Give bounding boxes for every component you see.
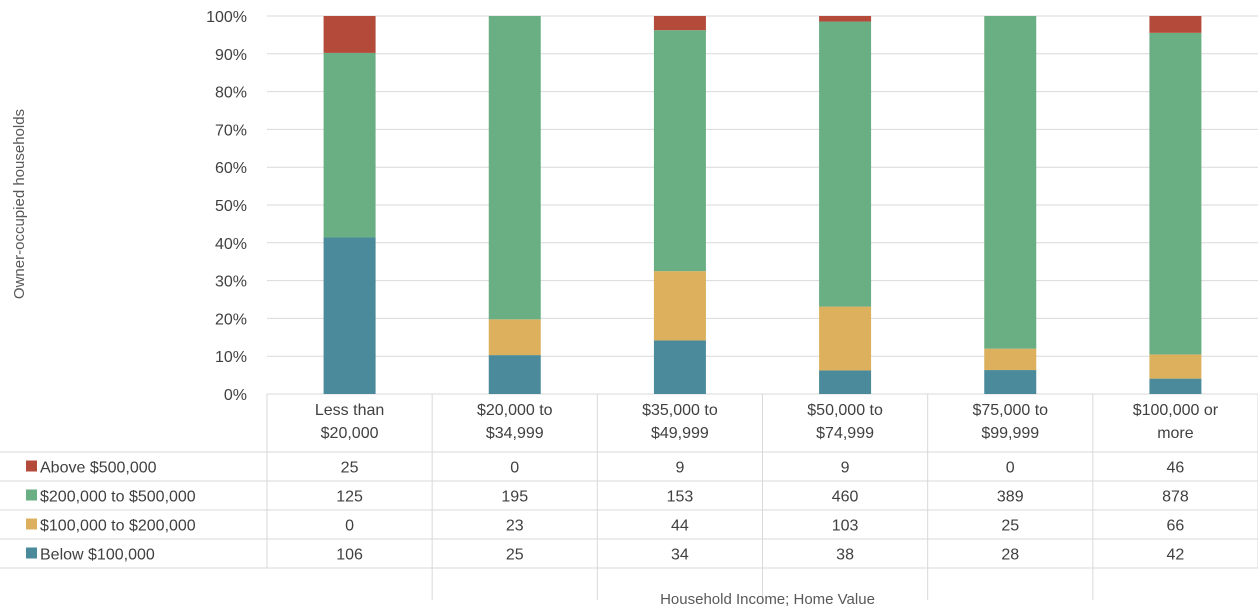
table-cell-value: 878 <box>1162 489 1189 506</box>
table-cell-value: 9 <box>675 460 684 477</box>
x-category-label: $74,999 <box>816 425 874 442</box>
bar-segment <box>1149 354 1202 379</box>
table-cell-value: 0 <box>510 460 519 477</box>
legend-label: Above $500,000 <box>40 460 157 477</box>
table-cell-value: 66 <box>1167 518 1185 535</box>
legend-swatch <box>26 460 37 472</box>
table-cell-value: 25 <box>506 547 524 564</box>
x-category-label: $49,999 <box>651 425 709 442</box>
y-tick-label: 70% <box>215 122 247 139</box>
bar-segment <box>819 16 872 22</box>
table-cell-value: 46 <box>1167 460 1185 477</box>
y-tick-label: 60% <box>215 160 247 177</box>
bar-segment <box>488 355 541 394</box>
bar-segment <box>984 370 1037 394</box>
x-category-label: $75,000 to <box>972 402 1048 419</box>
bar-segment <box>653 16 706 31</box>
bar-segment <box>984 348 1037 371</box>
table-cell-value: 42 <box>1167 547 1185 564</box>
legend-swatch <box>26 518 37 530</box>
x-category-label: $35,000 to <box>642 402 718 419</box>
x-category-label: Less than <box>315 402 384 419</box>
bar-segment <box>488 16 541 320</box>
table-cell-value: 25 <box>1001 518 1019 535</box>
table-cell-value: 106 <box>336 547 363 564</box>
table-cell-value: 103 <box>832 518 859 535</box>
bar-segment <box>1149 16 1202 33</box>
table-cell-value: 460 <box>832 489 859 506</box>
x-axis-title: Household Income; Home Value <box>660 591 875 608</box>
table-cell-value: 9 <box>841 460 850 477</box>
table-cell-value: 0 <box>345 518 354 535</box>
y-tick-label: 20% <box>215 311 247 328</box>
table-cell-value: 34 <box>671 547 689 564</box>
bar-segment <box>984 16 1037 349</box>
legend-swatch <box>26 489 37 501</box>
bar-segment <box>323 237 376 394</box>
x-category-label: $34,999 <box>486 425 544 442</box>
table-cell-value: 23 <box>506 518 524 535</box>
legend-label: $200,000 to $500,000 <box>40 489 196 506</box>
table-cell-value: 28 <box>1001 547 1019 564</box>
table-cell-value: 44 <box>671 518 689 535</box>
bar-segment <box>488 319 541 356</box>
legend-label: Below $100,000 <box>40 547 155 564</box>
bar-segment <box>1149 32 1202 355</box>
x-category-label: more <box>1157 425 1194 442</box>
table-cell-value: 25 <box>341 460 359 477</box>
bar-segment <box>819 306 872 371</box>
y-tick-label: 90% <box>215 47 247 64</box>
bar-segment <box>1149 378 1202 394</box>
x-category-label: $100,000 or <box>1133 402 1219 419</box>
y-tick-label: 0% <box>224 387 247 404</box>
y-tick-label: 80% <box>215 85 247 102</box>
legend-swatch <box>26 547 37 559</box>
y-tick-label: 50% <box>215 198 247 215</box>
y-tick-label: 30% <box>215 274 247 291</box>
x-category-label: $99,999 <box>981 425 1039 442</box>
bar-segment <box>323 52 376 238</box>
table-cell-value: 0 <box>1006 460 1015 477</box>
table-cell-value: 195 <box>501 489 528 506</box>
legend-label: $100,000 to $200,000 <box>40 518 196 535</box>
x-category-label: $50,000 to <box>807 402 883 419</box>
bar-segment <box>653 30 706 272</box>
bar-segment <box>653 340 706 394</box>
y-tick-label: 10% <box>215 349 247 366</box>
x-category-label: $20,000 <box>321 425 379 442</box>
x-category-label: $20,000 to <box>477 402 553 419</box>
bar-segment <box>653 271 706 341</box>
y-tick-label: 100% <box>206 9 247 26</box>
table-cell-value: 38 <box>836 547 854 564</box>
bar-segment <box>323 16 376 53</box>
table-cell-value: 389 <box>997 489 1024 506</box>
y-tick-label: 40% <box>215 236 247 253</box>
y-axis-title: Owner-occupied households <box>11 109 28 299</box>
table-cell-value: 125 <box>336 489 363 506</box>
table-cell-value: 153 <box>667 489 694 506</box>
bar-segment <box>819 21 872 307</box>
bar-segment <box>819 370 872 394</box>
